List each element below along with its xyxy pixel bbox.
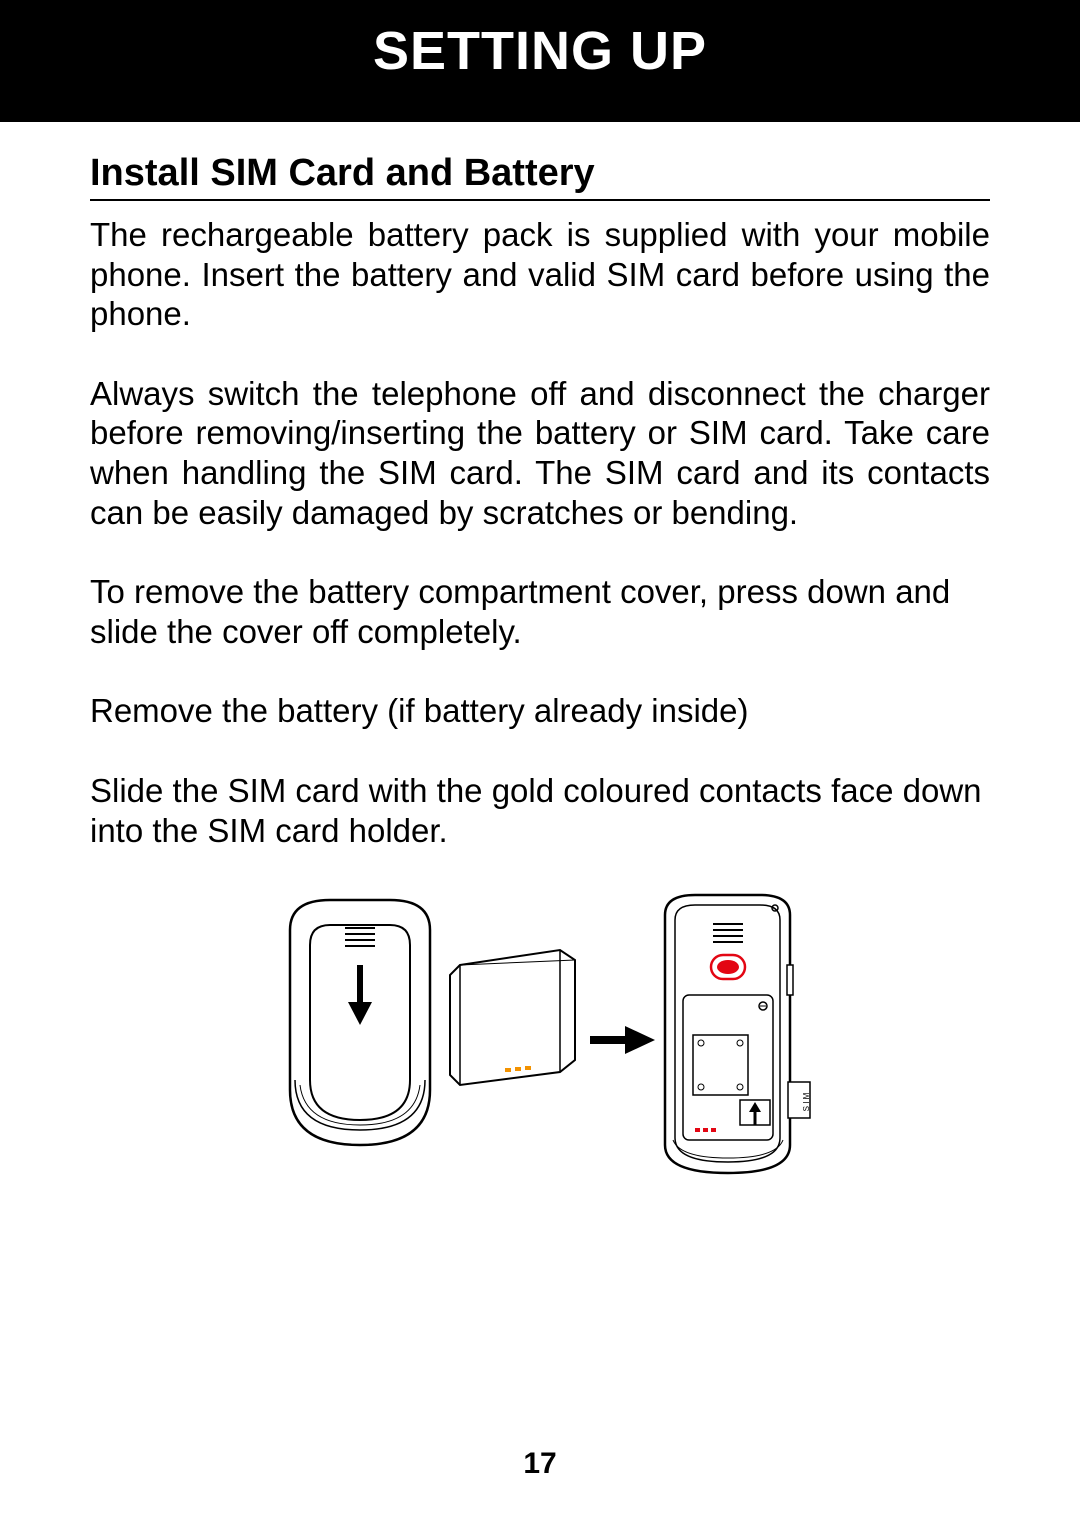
section-title: Install SIM Card and Battery bbox=[90, 152, 990, 201]
page-header: SETTING UP bbox=[0, 0, 1080, 122]
content-area: Install SIM Card and Battery The recharg… bbox=[0, 122, 1080, 1180]
diagram-container: S I M bbox=[90, 890, 990, 1180]
battery-icon bbox=[450, 950, 575, 1085]
paragraph-5: Slide the SIM card with the gold coloure… bbox=[90, 771, 990, 850]
paragraph-4: Remove the battery (if battery already i… bbox=[90, 691, 990, 731]
arrow-right-icon bbox=[590, 1026, 655, 1054]
sim-label: S I M bbox=[802, 1092, 811, 1111]
page-title: SETTING UP bbox=[0, 20, 1080, 82]
sim-card-icon: S I M bbox=[788, 1082, 811, 1118]
paragraph-1: The rechargeable battery pack is supplie… bbox=[90, 215, 990, 334]
back-cover-icon bbox=[290, 900, 430, 1145]
sim-install-diagram: S I M bbox=[260, 890, 820, 1180]
paragraph-2: Always switch the telephone off and disc… bbox=[90, 374, 990, 532]
phone-body-icon bbox=[665, 895, 793, 1173]
paragraph-3: To remove the battery compartment cover,… bbox=[90, 572, 990, 651]
page-number: 17 bbox=[0, 1447, 1080, 1481]
